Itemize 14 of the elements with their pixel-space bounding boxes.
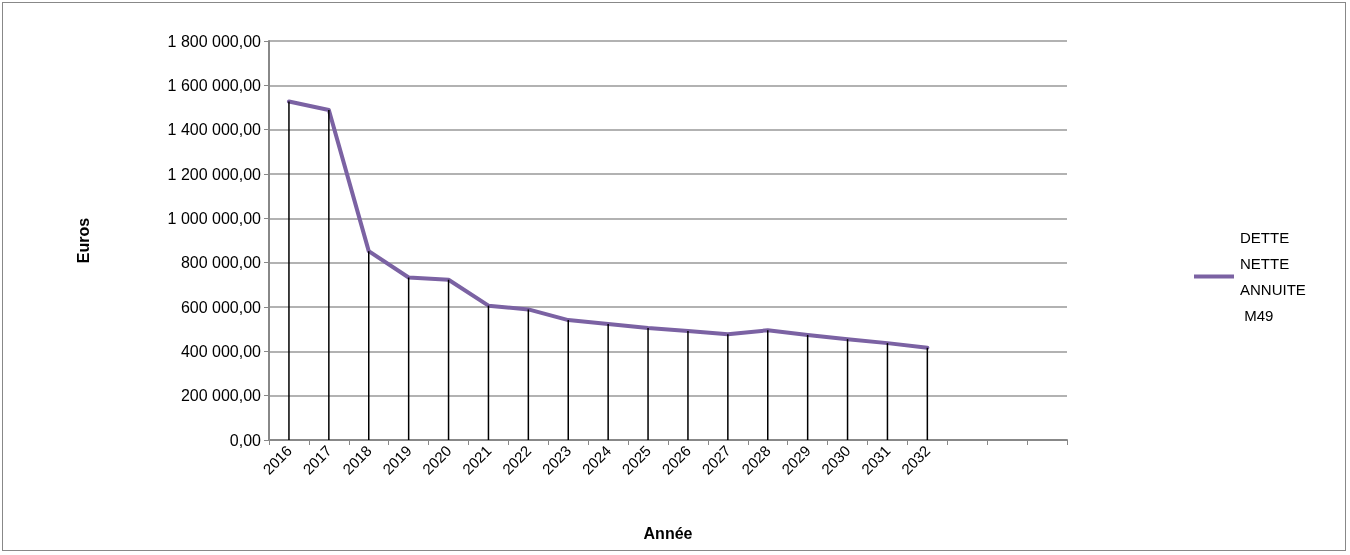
y-tick-label: 0,00 — [229, 431, 262, 449]
y-tick-label: 1 400 000,00 — [167, 121, 262, 139]
y-tick-label: 1 000 000,00 — [167, 209, 262, 227]
y-tick-label: 600 000,00 — [180, 298, 262, 316]
y-axis-title: Euros — [74, 217, 92, 264]
y-tick-label: 800 000,00 — [180, 254, 262, 272]
line-series — [286, 99, 930, 350]
y-tick-label: 400 000,00 — [180, 342, 262, 360]
y-tick-label: 1 200 000,00 — [167, 165, 262, 183]
legend-label: DETTE NETTE ANNUITE M49 — [1240, 229, 1306, 324]
y-tick-label: 1 800 000,00 — [167, 32, 262, 50]
y-tick-label: 200 000,00 — [180, 387, 262, 405]
y-tick-label: 1 600 000,00 — [167, 76, 262, 94]
x-axis-title: Année — [643, 524, 693, 542]
